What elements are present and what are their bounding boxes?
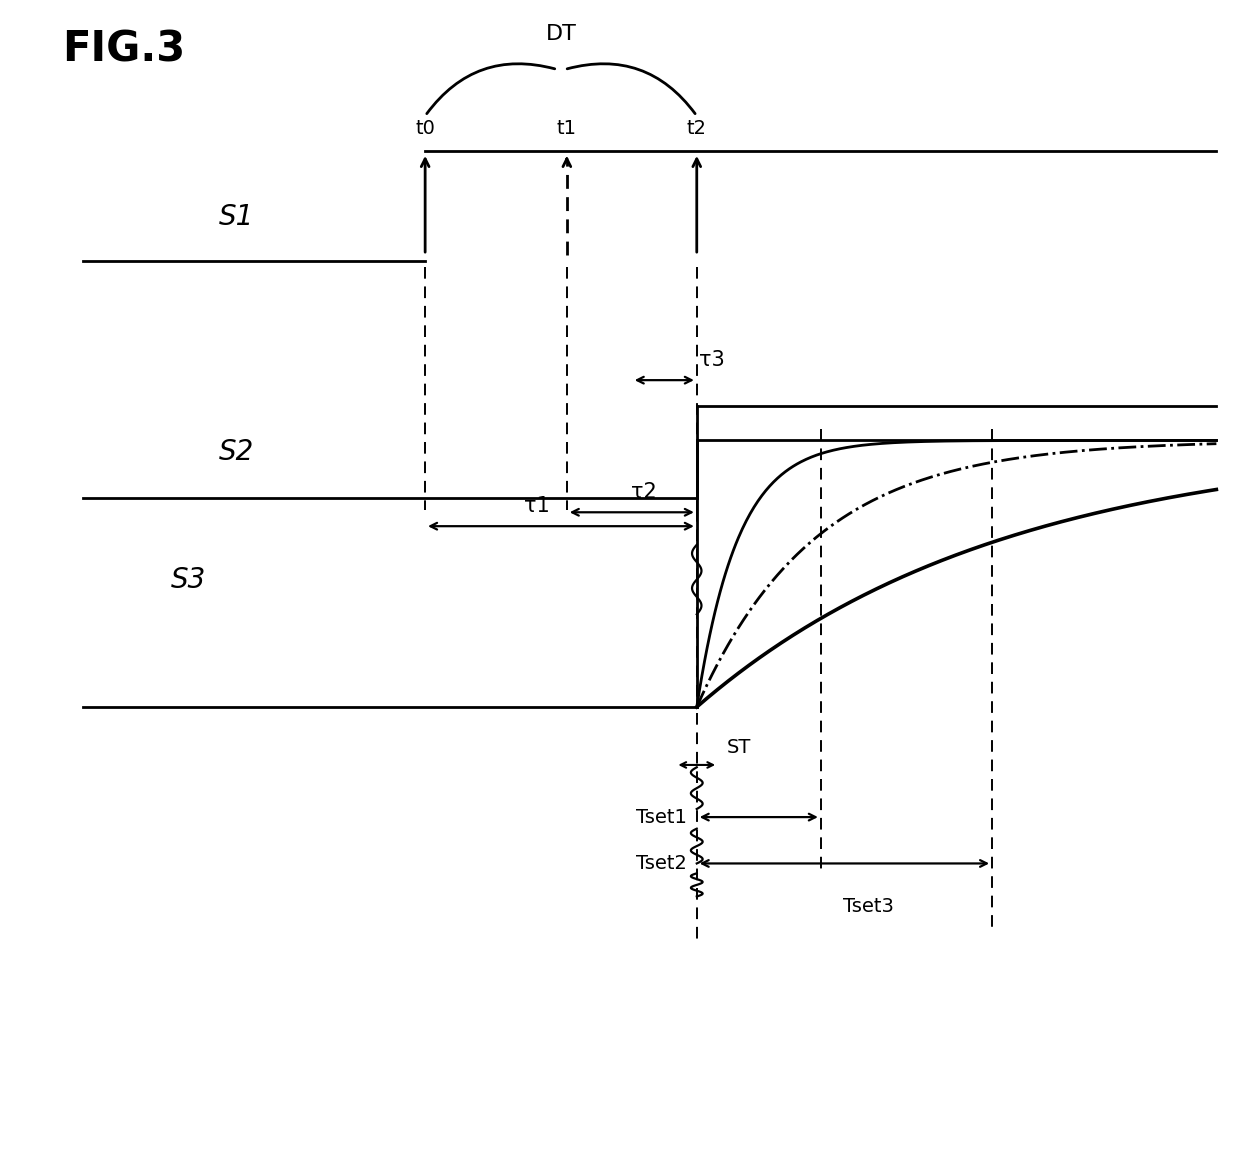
Text: t0: t0	[415, 119, 435, 138]
Text: t1: t1	[557, 119, 577, 138]
Text: FIG.3: FIG.3	[62, 29, 185, 71]
Text: S1: S1	[218, 203, 254, 232]
Text: S2: S2	[218, 438, 254, 466]
Text: Tset1: Tset1	[636, 808, 687, 826]
Text: S3: S3	[171, 566, 207, 593]
Text: τ2: τ2	[631, 482, 656, 502]
Text: Tset3: Tset3	[842, 897, 894, 916]
Text: Tset2: Tset2	[636, 854, 687, 873]
Text: DT: DT	[546, 24, 577, 44]
Text: τ1: τ1	[525, 496, 551, 516]
Text: ST: ST	[727, 738, 750, 757]
Text: τ3: τ3	[698, 350, 724, 370]
Text: t2: t2	[687, 119, 707, 138]
